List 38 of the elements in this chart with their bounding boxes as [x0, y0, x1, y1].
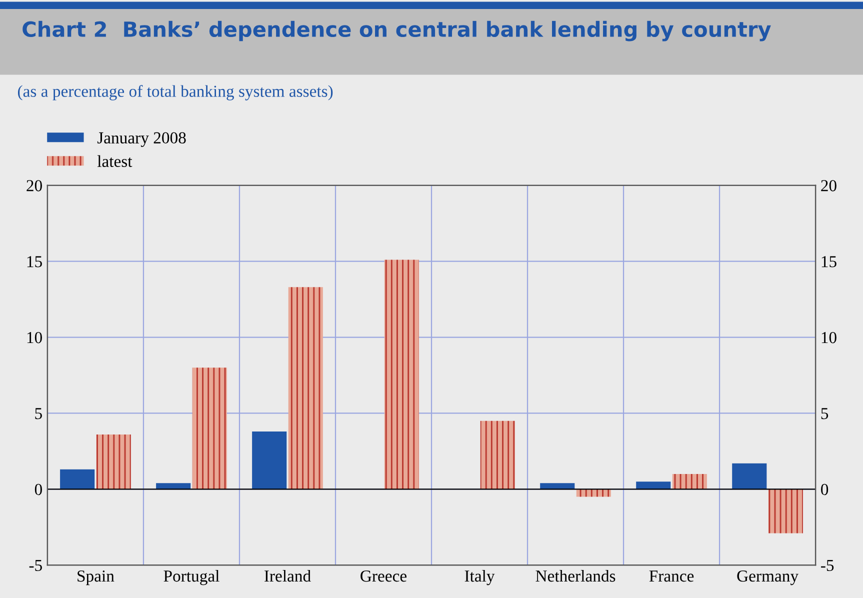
- bar: [156, 483, 191, 490]
- y2-tick-label: 10: [822, 332, 836, 344]
- bar: [192, 368, 227, 490]
- y2-tick-label: 15: [822, 256, 836, 268]
- x-tick-label: Ireland: [264, 570, 311, 582]
- bar: [96, 434, 131, 490]
- legend-label: latest: [97, 155, 132, 167]
- y-tick-label: 0: [34, 484, 42, 496]
- x-tick-label: Portugal: [164, 570, 220, 586]
- bar: [636, 482, 671, 490]
- y2-tick-label: 20: [821, 180, 836, 192]
- bar: [732, 463, 767, 490]
- y2-tick-label: 0: [821, 484, 828, 496]
- x-tick-label: Germany: [737, 570, 798, 586]
- bar: [540, 483, 575, 490]
- chart-title: Chart 2 Banks’ dependence on central bank lending by country: [22, 20, 771, 42]
- bar: [288, 287, 323, 490]
- bar: [480, 420, 515, 490]
- x-tick-label: Netherlands: [536, 570, 616, 582]
- y-tick-label: 20: [26, 180, 42, 192]
- legend-label: January 2008: [97, 132, 186, 147]
- y-tick-label: -5: [29, 560, 42, 572]
- chart-subtitle: (as a percentage of total banking system assets): [18, 85, 333, 100]
- x-tick-label: Italy: [464, 570, 495, 586]
- y2-tick-label: 5: [821, 408, 828, 420]
- bar: [60, 469, 95, 490]
- bar: [384, 260, 419, 490]
- y-tick-label: 10: [27, 332, 42, 344]
- bar: [768, 489, 803, 534]
- bar: [252, 431, 287, 490]
- x-tick-label: Spain: [78, 570, 114, 586]
- y2-tick-label: -5: [821, 560, 834, 572]
- y-tick-label: 5: [35, 408, 42, 420]
- x-tick-label: Greece: [360, 570, 407, 582]
- bar: [576, 489, 611, 497]
- y-tick-label: 15: [27, 256, 42, 268]
- x-tick-label: France: [649, 570, 694, 582]
- bar: [672, 474, 707, 490]
